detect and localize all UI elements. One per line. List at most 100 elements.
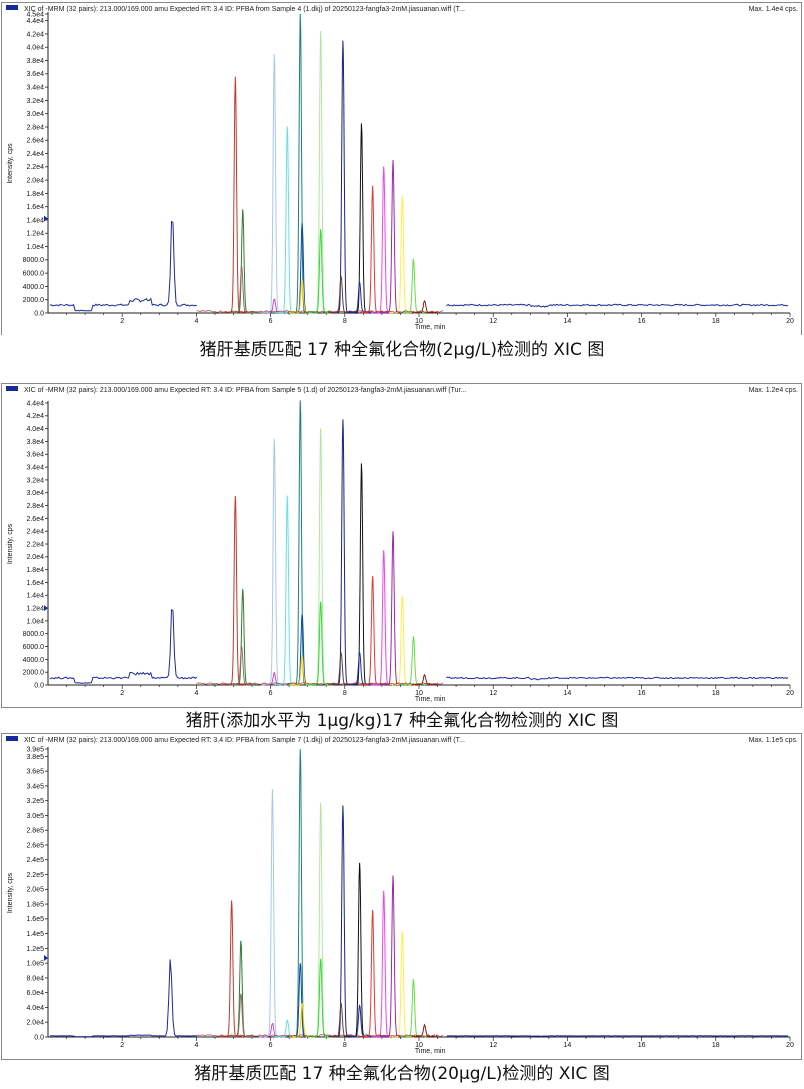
x-tick-label: 8 xyxy=(343,690,347,697)
peak-trace xyxy=(259,789,286,1038)
x-tick-label: 12 xyxy=(489,1042,497,1049)
peak-trace xyxy=(346,1004,373,1039)
xic-chart-2ugL: XIC of -MRM (32 pairs): 213.000/169.000 … xyxy=(1,2,802,335)
chart-header: XIC of -MRM (32 pairs): 213.000/169.000 … xyxy=(24,737,465,744)
y-tick-label: 2000.0 xyxy=(23,670,45,677)
y-tick-label: 0.0 xyxy=(34,1034,44,1041)
y-tick-label: 3.0e4 xyxy=(26,490,44,497)
y-axis-label: Intensity, cps xyxy=(7,872,14,913)
y-tick-label: 4.4e4 xyxy=(26,18,44,25)
peak-trace xyxy=(389,595,416,686)
x-tick-label: 4 xyxy=(194,318,198,325)
y-tick-label: 1.0e5 xyxy=(26,961,44,968)
y-tick-label: 3.2e4 xyxy=(26,477,44,484)
y-tick-label: 3.8e4 xyxy=(26,439,44,446)
y-tick-label: 3.8e5 xyxy=(26,754,44,761)
peak-trace xyxy=(329,419,357,686)
x-tick-label: 8 xyxy=(343,318,347,325)
y-tick-label: 8000.0 xyxy=(23,631,45,638)
peak-trace xyxy=(274,126,301,315)
peak-trace xyxy=(328,650,354,686)
x-axis-label: Time, min xyxy=(415,1048,446,1055)
y-tick-label: 1.8e4 xyxy=(26,191,44,198)
y-axis-marker xyxy=(44,215,48,222)
y-tick-label: 4000.0 xyxy=(23,284,45,291)
y-tick-label: 2.8e4 xyxy=(26,503,44,510)
peak-trace xyxy=(307,601,334,686)
y-tick-label: 2.6e4 xyxy=(26,516,44,523)
peak-trace xyxy=(286,400,314,687)
x-tick-label: 14 xyxy=(564,318,572,325)
y-tick-label: 4.5e4 xyxy=(26,11,44,18)
y-tick-label: 2.4e4 xyxy=(26,151,44,158)
x-tick-label: 4 xyxy=(194,690,198,697)
y-tick-label: 2.6e4 xyxy=(26,138,44,145)
trace-legend-swatch xyxy=(6,736,18,741)
peak-trace xyxy=(228,646,255,686)
y-tick-label: 2.2e4 xyxy=(26,164,44,171)
max-intensity-label: Max. 1.2e4 cps. xyxy=(749,387,798,394)
peak-trace xyxy=(218,900,245,1038)
peak-trace xyxy=(228,266,255,314)
y-tick-label: 1.6e4 xyxy=(26,204,44,211)
x-tick-label: 14 xyxy=(564,690,572,697)
baseline-trace xyxy=(49,609,789,684)
peak-trace xyxy=(389,931,416,1038)
chart-frame xyxy=(1,733,802,1060)
peak-trace xyxy=(287,749,314,1038)
peak-trace xyxy=(411,299,438,315)
y-tick-label: 2.0e4 xyxy=(26,1020,44,1027)
peak-trace xyxy=(273,495,301,687)
y-tick-label: 3.4e4 xyxy=(26,464,44,471)
y-tick-label: 4.0e4 xyxy=(26,426,44,433)
y-tick-label: 8000.0 xyxy=(23,257,45,264)
y-tick-label: 2.8e5 xyxy=(26,828,44,835)
x-axis-label: Time, min xyxy=(415,324,446,331)
y-tick-label: 2.2e5 xyxy=(26,872,44,879)
y-tick-label: 1.4e5 xyxy=(26,931,44,938)
y-tick-label: 1.2e4 xyxy=(26,231,44,238)
peak-trace xyxy=(307,802,334,1039)
y-tick-label: 2000.0 xyxy=(23,297,45,304)
x-tick-label: 20 xyxy=(786,318,794,325)
figure-caption: 猪肝基质匹配 17 种全氟化合物(2μg/L)检测的 XIC 图 xyxy=(199,340,605,360)
y-tick-label: 3.6e4 xyxy=(26,71,44,78)
y-tick-label: 1.8e4 xyxy=(26,567,44,574)
max-intensity-label: Max. 1.4e4 cps. xyxy=(749,6,798,13)
peak-trace xyxy=(411,1023,438,1039)
x-tick-label: 18 xyxy=(712,690,720,697)
peak-trace xyxy=(329,40,357,315)
baseline-clutter-trace xyxy=(196,310,444,313)
y-tick-label: 2.0e5 xyxy=(26,887,44,894)
x-tick-label: 10 xyxy=(415,1042,423,1049)
y-tick-label: 6000.0 xyxy=(23,271,45,278)
x-tick-label: 6 xyxy=(269,318,273,325)
y-tick-label: 1.4e4 xyxy=(26,593,44,600)
peak-trace xyxy=(346,862,373,1038)
y-tick-label: 1.8e5 xyxy=(26,901,44,908)
x-tick-label: 14 xyxy=(564,1042,572,1049)
x-tick-label: 4 xyxy=(194,1042,198,1049)
y-tick-label: 6000.0 xyxy=(23,644,45,651)
x-tick-label: 2 xyxy=(120,318,124,325)
baseline-clutter-trace xyxy=(196,1034,444,1037)
peak-trace xyxy=(388,196,416,314)
y-axis-marker xyxy=(44,605,48,612)
y-tick-label: 1.0e4 xyxy=(26,244,44,251)
x-tick-label: 18 xyxy=(712,318,720,325)
y-tick-label: 4.0e4 xyxy=(26,45,44,52)
chart-frame xyxy=(1,2,802,335)
figure-caption: 猪肝(添加水平为 1μg/kg)17 种全氟化合物检测的 XIC 图 xyxy=(185,711,619,731)
y-tick-label: 2.4e4 xyxy=(26,529,44,536)
x-tick-label: 10 xyxy=(415,690,423,697)
peak-trace xyxy=(288,655,316,686)
y-tick-label: 3.8e4 xyxy=(26,58,44,65)
y-tick-label: 4000.0 xyxy=(23,657,45,664)
y-tick-label: 1.6e4 xyxy=(26,580,44,587)
y-tick-label: 1.4e4 xyxy=(26,217,44,224)
y-tick-label: 1.2e5 xyxy=(26,946,44,953)
x-tick-label: 6 xyxy=(269,690,273,697)
x-tick-label: 12 xyxy=(489,318,497,325)
peak-trace xyxy=(346,652,373,686)
